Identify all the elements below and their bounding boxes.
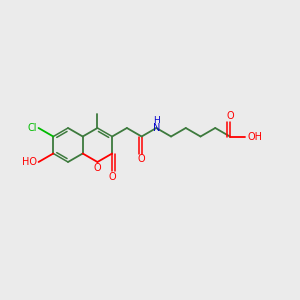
Text: OH: OH bbox=[247, 131, 262, 142]
Text: O: O bbox=[226, 111, 234, 121]
Text: N: N bbox=[153, 123, 160, 133]
Text: O: O bbox=[94, 163, 101, 173]
Text: O: O bbox=[108, 172, 116, 182]
Text: O: O bbox=[138, 154, 146, 164]
Text: HO: HO bbox=[22, 157, 37, 167]
Text: Cl: Cl bbox=[27, 123, 37, 133]
Text: H: H bbox=[153, 116, 160, 125]
